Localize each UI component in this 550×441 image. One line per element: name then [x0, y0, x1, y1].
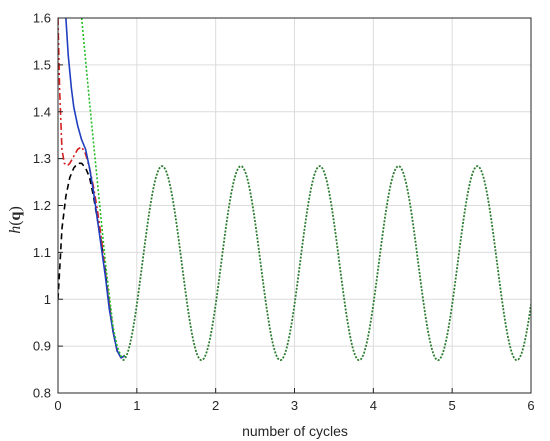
- y-axis-label-symbol: h: [7, 226, 24, 234]
- series-line-periodic: [122, 165, 531, 362]
- series-line-solid: [65, 18, 126, 359]
- series-line-dashed: [58, 162, 126, 359]
- y-tick-label: 1.6: [33, 11, 51, 26]
- y-tick-labels: 0.8 0.9 1 1.1 1.2 1.3 1.4 1.5 1.6: [33, 11, 51, 401]
- x-tick-label: 0: [54, 398, 61, 413]
- x-tick-labels: 0 1 2 3 4 5 6: [54, 398, 534, 413]
- axes: [57, 17, 532, 394]
- y-tick-label: 0.8: [33, 386, 51, 401]
- y-axis-label: h(q): [7, 206, 24, 234]
- y-tick-label: 1.3: [33, 151, 51, 166]
- y-tick-label: 1.4: [33, 104, 51, 119]
- y-axis-label-close-paren: ): [7, 206, 24, 211]
- y-tick-label: 1: [44, 292, 51, 307]
- plot-frame: [57, 17, 532, 394]
- x-tick-label: 6: [527, 398, 534, 413]
- series-line-dashdot: [58, 18, 126, 359]
- y-tick-label: 1.5: [33, 57, 51, 72]
- y-axis-label-open-paren: (: [7, 220, 24, 225]
- y-tick-label: 1.2: [33, 198, 51, 213]
- series-group: [58, 18, 531, 362]
- grid: [57, 17, 532, 394]
- x-tick-label: 4: [370, 398, 377, 413]
- x-tick-label: 2: [212, 398, 219, 413]
- x-tick-label: 3: [291, 398, 298, 413]
- x-tick-label: 5: [449, 398, 456, 413]
- y-tick-label: 1.1: [33, 245, 51, 260]
- y-axis-label-vector: q: [7, 211, 24, 220]
- x-tick-label: 1: [133, 398, 140, 413]
- x-axis-label: number of cycles: [242, 423, 348, 439]
- y-tick-label: 0.9: [33, 339, 51, 354]
- series-line-dotted: [80, 18, 126, 358]
